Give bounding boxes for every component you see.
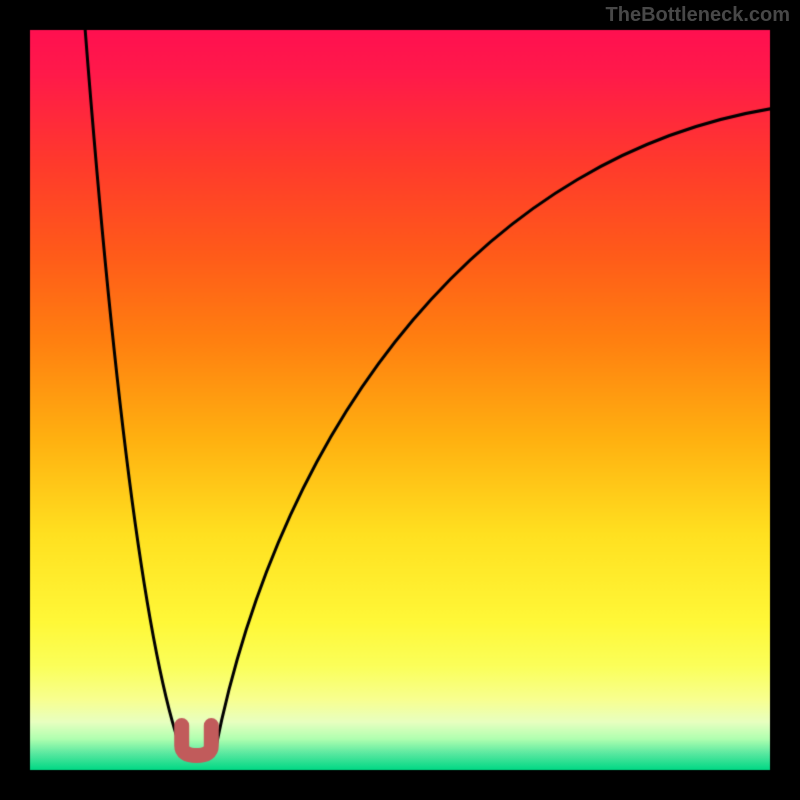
watermark-text: TheBottleneck.com [606,4,790,27]
bottleneck-canvas [0,0,800,800]
chart-root: TheBottleneck.com [0,0,800,800]
